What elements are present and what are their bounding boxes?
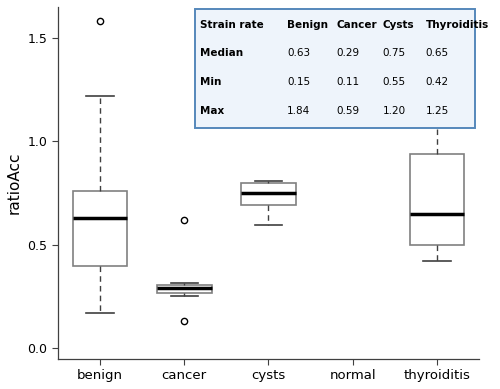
Text: 1.84: 1.84 [287, 106, 310, 116]
Text: 0.59: 0.59 [336, 106, 360, 116]
PathPatch shape [241, 183, 296, 205]
Text: 0.42: 0.42 [426, 77, 448, 87]
PathPatch shape [410, 154, 465, 245]
Text: Cysts: Cysts [382, 19, 414, 30]
Text: 0.15: 0.15 [287, 77, 310, 87]
Text: Benign: Benign [287, 19, 328, 30]
Text: Thyroiditis: Thyroiditis [426, 19, 489, 30]
Text: Median: Median [200, 48, 243, 58]
FancyBboxPatch shape [195, 9, 475, 128]
PathPatch shape [72, 191, 128, 266]
Text: 0.75: 0.75 [382, 48, 406, 58]
Text: Max: Max [200, 106, 224, 116]
Text: 1.25: 1.25 [426, 106, 449, 116]
Text: 0.63: 0.63 [287, 48, 310, 58]
PathPatch shape [157, 285, 212, 293]
Text: 0.65: 0.65 [426, 48, 448, 58]
Text: 1.20: 1.20 [382, 106, 406, 116]
Text: Strain rate: Strain rate [200, 19, 264, 30]
Text: Cancer: Cancer [336, 19, 378, 30]
Text: 0.11: 0.11 [336, 77, 360, 87]
Text: Min: Min [200, 77, 221, 87]
Text: 0.55: 0.55 [382, 77, 406, 87]
Text: 0.29: 0.29 [336, 48, 360, 58]
Y-axis label: ratioAcc: ratioAcc [7, 152, 22, 214]
